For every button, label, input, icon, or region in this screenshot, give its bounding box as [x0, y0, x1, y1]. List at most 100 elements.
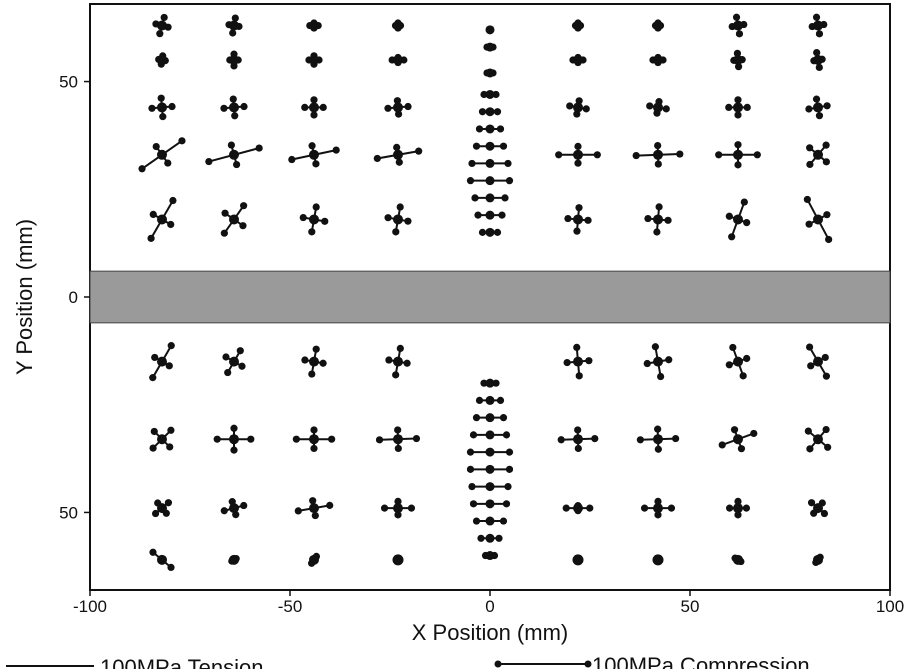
stress-end-dot: [396, 203, 404, 211]
stress-center-dot: [653, 55, 663, 66]
stress-end-dot: [310, 444, 318, 453]
stress-center-dot: [653, 102, 663, 113]
stress-end-dot: [582, 105, 590, 113]
stress-center-dot: [393, 503, 403, 514]
stress-end-dot: [168, 102, 176, 111]
stress-end-dot: [149, 210, 157, 219]
stress-end-dot: [804, 427, 812, 435]
stress-end-dot: [312, 160, 320, 168]
stress-center-dot: [652, 554, 664, 566]
stress-end-dot: [480, 90, 488, 99]
stress-end-dot: [205, 157, 213, 166]
stress-end-dot: [734, 497, 742, 506]
stress-end-dot: [725, 103, 733, 112]
stress-end-dot: [292, 435, 300, 443]
stress-end-dot: [308, 370, 316, 378]
stress-end-dot: [718, 441, 726, 449]
stress-end-dot: [288, 155, 296, 164]
stress-end-dot: [301, 356, 309, 364]
stress-end-dot: [404, 102, 412, 111]
legend-compression-dot-right: [584, 660, 592, 668]
stress-end-dot: [735, 30, 744, 38]
legend: 100MPa Tension 100MPa Compression: [6, 653, 810, 669]
y-tick-label: 50: [59, 503, 78, 522]
stress-end-dot: [373, 154, 381, 163]
stress-center-dot: [229, 149, 239, 160]
stress-center-dot: [309, 503, 319, 514]
stress-end-dot: [557, 436, 565, 444]
stress-center-dot: [813, 434, 823, 445]
stress-end-dot: [493, 108, 502, 116]
x-axis-title: X Position (mm): [412, 620, 568, 645]
stress-end-dot: [392, 371, 400, 379]
stress-end-dot: [151, 353, 159, 362]
stress-end-dot: [564, 214, 572, 223]
stress-end-dot: [150, 427, 158, 436]
stress-end-dot: [815, 112, 824, 120]
stress-end-dot: [239, 222, 247, 230]
stress-center-dot: [653, 20, 663, 31]
stress-center-dot: [393, 102, 403, 113]
stress-end-dot: [231, 112, 239, 120]
stress-center-dot: [733, 149, 743, 160]
stress-end-dot: [312, 203, 320, 211]
stress-end-dot: [238, 362, 246, 370]
stress-center-dot: [157, 149, 167, 160]
stress-center-dot: [157, 55, 167, 66]
stress-end-dot: [240, 102, 248, 111]
stress-end-dot: [815, 30, 824, 38]
stress-end-dot: [654, 445, 662, 453]
stress-end-dot: [820, 509, 829, 518]
stress-end-dot: [380, 504, 389, 512]
stress-end-dot: [151, 509, 160, 518]
stress-end-dot: [822, 425, 830, 434]
center-stress-dot: [485, 430, 495, 440]
stress-center-dot: [229, 55, 239, 66]
stress-center-dot: [733, 434, 743, 445]
legend-compression-dot-left: [494, 660, 502, 668]
stress-center-dot: [393, 55, 403, 66]
stress-end-dot: [169, 196, 177, 205]
stress-center-dot: [309, 55, 319, 66]
stress-center-dot: [229, 214, 239, 225]
stress-end-dot: [574, 426, 582, 434]
stress-end-dot: [152, 142, 160, 151]
center-stress-dot: [485, 210, 495, 220]
stress-end-dot: [220, 104, 228, 112]
stress-center-dot: [813, 102, 823, 113]
stress-center-dot: [157, 102, 167, 113]
stress-center-dot: [653, 214, 663, 225]
stress-end-dot: [393, 143, 401, 151]
stress-end-dot: [505, 465, 514, 473]
stress-marks: [138, 13, 833, 571]
stress-end-dot: [478, 228, 487, 236]
stress-center-dot: [157, 554, 167, 565]
stress-end-dot: [563, 358, 571, 367]
stress-end-dot: [222, 353, 230, 361]
x-tick-label: 50: [681, 597, 700, 616]
stress-end-dot: [478, 108, 487, 116]
stress-end-dot: [806, 343, 814, 351]
x-tick-label: -100: [73, 597, 107, 616]
stress-center-dot: [229, 20, 239, 31]
stress-end-dot: [593, 151, 601, 159]
stress-end-dot: [412, 434, 421, 443]
stress-end-dot: [806, 160, 814, 169]
stress-end-dot: [743, 219, 751, 227]
stress-end-dot: [403, 359, 411, 367]
stress-end-dot: [654, 511, 662, 519]
stress-end-dot: [575, 372, 583, 380]
stress-end-dot: [729, 343, 737, 352]
stress-end-dot: [308, 142, 316, 150]
stress-end-dot: [326, 501, 334, 509]
stress-end-dot: [240, 202, 248, 210]
stress-end-dot: [468, 159, 476, 168]
stress-end-dot: [566, 102, 574, 110]
stress-center-dot: [229, 554, 239, 565]
stress-end-dot: [504, 482, 512, 491]
stress-end-dot: [643, 359, 651, 368]
center-stress-dot: [485, 124, 495, 134]
stress-end-dot: [734, 161, 742, 169]
x-axis-ticks: -100 -50 0 50 100: [73, 590, 904, 616]
stress-end-dot: [734, 63, 743, 71]
